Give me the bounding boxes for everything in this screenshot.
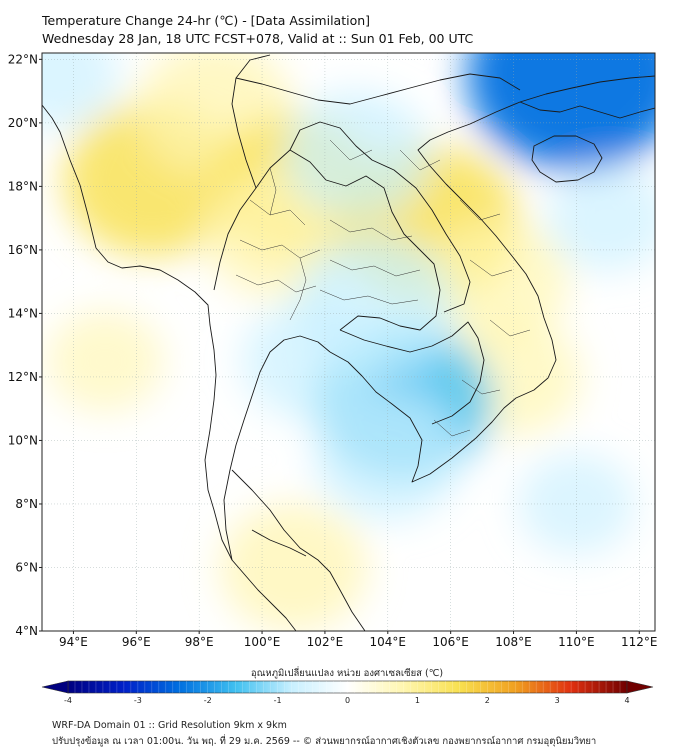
colorbar-tick-label: -1	[274, 696, 282, 705]
lat-tick-labels: 22°N 20°N 18°N 16°N 14°N 12°N 10°N 8°N 6°N 4°N	[8, 52, 42, 638]
colorbar-tick-label: 0	[345, 696, 350, 705]
map-frame	[41, 52, 656, 632]
footer-update: ปรับปรุงข้อมูล ณ เวลา 01:00น. วัน พฤ. ที…	[52, 736, 597, 747]
map-figure: 22°N 20°N 18°N 16°N 14°N 12°N 10°N 8°N 6°N 4°N 94…	[8, 52, 658, 705]
lat-tick-label: 18°N	[8, 179, 38, 193]
lon-tick-label: 98°E	[185, 635, 214, 649]
lat-tick-label: 16°N	[8, 243, 38, 257]
border-thailand	[213, 149, 441, 331]
lat-tick-label: 6°N	[15, 560, 38, 574]
coastline-hainan	[531, 135, 603, 183]
footer-domain: WRF-DA Domain 01 :: Grid Resolution 9km …	[52, 720, 287, 731]
anomaly-blob-5	[427, 220, 569, 344]
lon-tick-label: 100°E	[244, 635, 281, 649]
lat-tick-label: 22°N	[8, 52, 38, 66]
anomaly-blob-17	[42, 53, 120, 129]
border-cambodia	[339, 321, 485, 425]
colorbar-label: อุณหภูมิเปลี่ยนแปลง หน่วย องศาเซลเซียส (…	[251, 666, 443, 679]
colorbar-tick-label: -2	[204, 696, 212, 705]
anomaly-blob-14	[314, 392, 462, 521]
colorbar: -4 -3 -2 -1 0 1 2 3 4	[41, 680, 654, 705]
lon-tick-label: 104°E	[370, 635, 407, 649]
anomaly-blob-8	[46, 310, 164, 413]
lat-tick-label: 4°N	[15, 624, 38, 638]
chart-subtitle: Wednesday 28 Jan, 18 UTC FCST+078, Valid…	[42, 31, 474, 46]
coastline-gulf-west	[223, 335, 331, 561]
border-laos	[289, 121, 471, 313]
lon-tick-label: 110°E	[558, 635, 595, 649]
graticule	[42, 53, 655, 631]
colorbar-tick-label: 1	[415, 696, 420, 705]
lat-tick-label: 14°N	[8, 306, 38, 320]
coastline-peninsula-east	[231, 469, 366, 631]
lat-tick-label: 8°N	[15, 497, 38, 511]
lon-tick-label: 102°E	[307, 635, 344, 649]
lon-tick-label: 106°E	[432, 635, 469, 649]
colorbar-tick-label: 4	[624, 696, 629, 705]
coastline-myanmar-west	[42, 104, 297, 631]
colorbar-extend-min	[41, 680, 69, 694]
provinces-thailand	[235, 167, 421, 321]
border-china	[235, 73, 521, 105]
colorbar-extend-max	[626, 680, 654, 694]
coastline-cambodia-vietnam	[329, 75, 655, 483]
anomaly-blob-15	[546, 164, 655, 272]
colorbar-tick-label: 2	[485, 696, 490, 705]
colorbar-tick-label: 3	[555, 696, 560, 705]
coastline-china-south	[519, 101, 655, 119]
lon-tick-label: 96°E	[122, 635, 151, 649]
lat-tick-label: 10°N	[8, 433, 38, 447]
colorbar-tick-label: -3	[134, 696, 142, 705]
colorbar-tick-label: -4	[64, 696, 72, 705]
anomaly-blob-7	[219, 503, 368, 631]
lon-tick-label: 108°E	[495, 635, 532, 649]
border-myanmar-east	[231, 54, 271, 189]
lon-tick-label: 94°E	[59, 635, 88, 649]
border-malaysia	[251, 529, 307, 557]
chart-title: Temperature Change 24-hr (℃) - [Data Ass…	[42, 13, 371, 28]
anomaly-field	[42, 53, 655, 631]
coastlines-and-borders	[42, 54, 655, 631]
lon-tick-labels: 94°E 96°E 98°E 100°E 102°E 104°E 106°E 108°E 110…	[59, 631, 658, 649]
provinces-laos-vietnam	[329, 139, 531, 437]
anomaly-blob-12	[282, 90, 430, 219]
lon-tick-label: 112°E	[621, 635, 658, 649]
lat-tick-label: 12°N	[8, 370, 38, 384]
lat-tick-label: 20°N	[8, 116, 38, 130]
